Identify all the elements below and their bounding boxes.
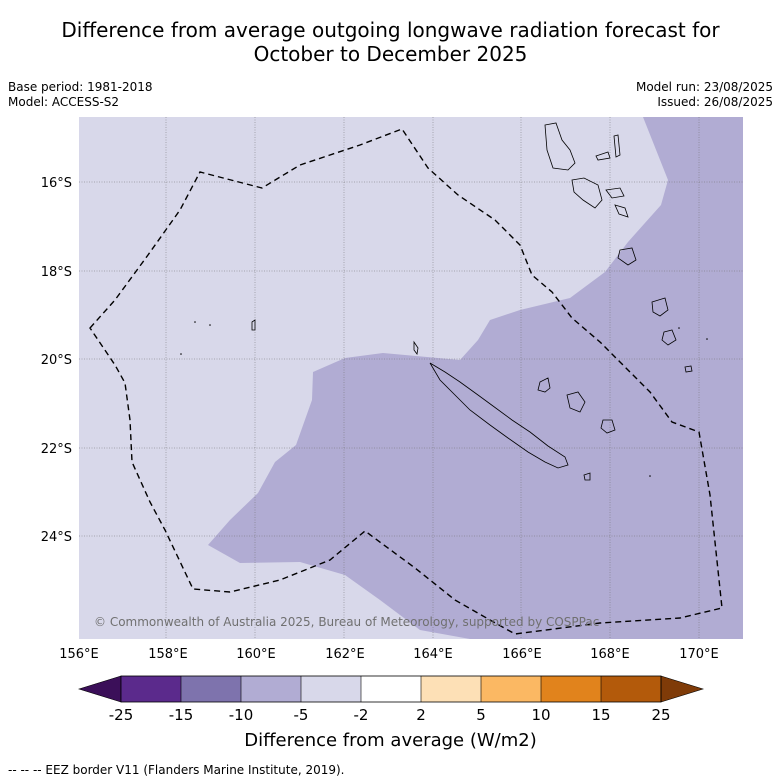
chesterfield-islet xyxy=(251,319,256,331)
lon-label-170e: 170°E xyxy=(679,647,719,662)
colorbar xyxy=(77,675,705,703)
vanuatu-epi xyxy=(605,187,625,199)
colorbar-tick-label: -2 xyxy=(353,706,369,724)
vanuatu-malekula xyxy=(571,177,603,209)
base-period: Base period: 1981-2018 xyxy=(8,80,153,94)
small-islet-4 xyxy=(678,327,680,329)
colorbar-swatch-2 xyxy=(181,676,241,702)
model-name: Model: ACCESS-S2 xyxy=(8,95,120,109)
colorbar-extend-low xyxy=(77,675,122,703)
title-line-2: October to December 2025 xyxy=(253,42,528,66)
lon-label-164e: 164°E xyxy=(413,647,453,662)
vanuatu-maewo xyxy=(613,134,621,158)
loyalty-island-2 xyxy=(566,391,586,413)
eez-border-line xyxy=(89,128,723,635)
issued-date: Issued: 26/08/2025 xyxy=(657,95,773,109)
anomaly-region xyxy=(208,117,743,639)
info-left: Base period: 1981-2018 Model: ACCESS-S2 xyxy=(8,80,153,110)
colorbar-tick-label: 15 xyxy=(591,706,611,724)
colorbar-tick-label: 2 xyxy=(416,706,426,724)
lon-label-166e: 166°E xyxy=(502,647,542,662)
eez-footnote: -- -- -- EEZ border V11 (Flanders Marine… xyxy=(8,763,345,777)
colorbar-extend-high xyxy=(660,675,705,703)
loyalty-island-1 xyxy=(537,377,551,393)
colorbar-swatch-3 xyxy=(241,676,301,702)
lat-label-22s: 22°S xyxy=(41,442,72,457)
vanuatu-erromango xyxy=(651,297,669,317)
lat-label-20s: 20°S xyxy=(41,353,72,368)
isle-of-pines xyxy=(583,472,591,481)
colorbar-swatch-8 xyxy=(541,676,601,702)
small-islet-2 xyxy=(209,324,211,326)
colorbar-tick-label: -15 xyxy=(168,706,194,724)
new-caledonia-island xyxy=(429,362,569,469)
lat-label-16s: 16°S xyxy=(41,176,72,191)
copyright-notice: © Commonwealth of Australia 2025, Bureau… xyxy=(94,615,599,629)
colorbar-outline xyxy=(120,675,662,703)
info-right: Model run: 23/08/2025 Issued: 26/08/2025 xyxy=(636,80,773,110)
loyalty-island-3 xyxy=(600,419,616,434)
vanuatu-tanna xyxy=(661,329,677,346)
colorbar-swatch-6 xyxy=(421,676,481,702)
colorbar-swatch-4 xyxy=(301,676,361,702)
colorbar-swatch-1 xyxy=(121,676,181,702)
lon-label-168e: 168°E xyxy=(590,647,630,662)
colorbar-tick-label: -10 xyxy=(228,706,254,724)
colorbar-title: Difference from average (W/m2) xyxy=(244,730,537,751)
grid-lines xyxy=(79,117,743,639)
lon-label-158e: 158°E xyxy=(148,647,188,662)
colorbar-swatch-9 xyxy=(601,676,661,702)
vanuatu-shepherd xyxy=(614,204,629,218)
colorbar-swatch-5 xyxy=(361,676,421,702)
small-islet-5 xyxy=(706,338,708,340)
vanuatu-aneityum xyxy=(684,365,693,373)
belep-island xyxy=(413,340,419,355)
lat-label-24s: 24°S xyxy=(41,530,72,545)
colorbar-swatch-7 xyxy=(481,676,541,702)
small-islet-1 xyxy=(194,321,196,323)
vanuatu-ambae xyxy=(595,151,611,161)
vanuatu-efate xyxy=(617,247,637,266)
colorbar-tick-label: 5 xyxy=(476,706,486,724)
lat-label-18s: 18°S xyxy=(41,265,72,280)
lon-label-160e: 160°E xyxy=(236,647,276,662)
small-islet-6 xyxy=(649,475,651,477)
colorbar-tick-label: 10 xyxy=(531,706,551,724)
lon-label-162e: 162°E xyxy=(325,647,365,662)
colorbar-tick-label: -5 xyxy=(293,706,309,724)
small-islet-3 xyxy=(180,353,182,355)
chart-title: Difference from average outgoing longwav… xyxy=(0,18,781,66)
colorbar-tick-label: 25 xyxy=(651,706,671,724)
vanuatu-espiritu-santo xyxy=(544,122,576,171)
colorbar-tick-label: -25 xyxy=(108,706,134,724)
model-run: Model run: 23/08/2025 xyxy=(635,80,773,94)
title-line-1: Difference from average outgoing longwav… xyxy=(61,18,720,42)
lon-label-156e: 156°E xyxy=(59,647,99,662)
